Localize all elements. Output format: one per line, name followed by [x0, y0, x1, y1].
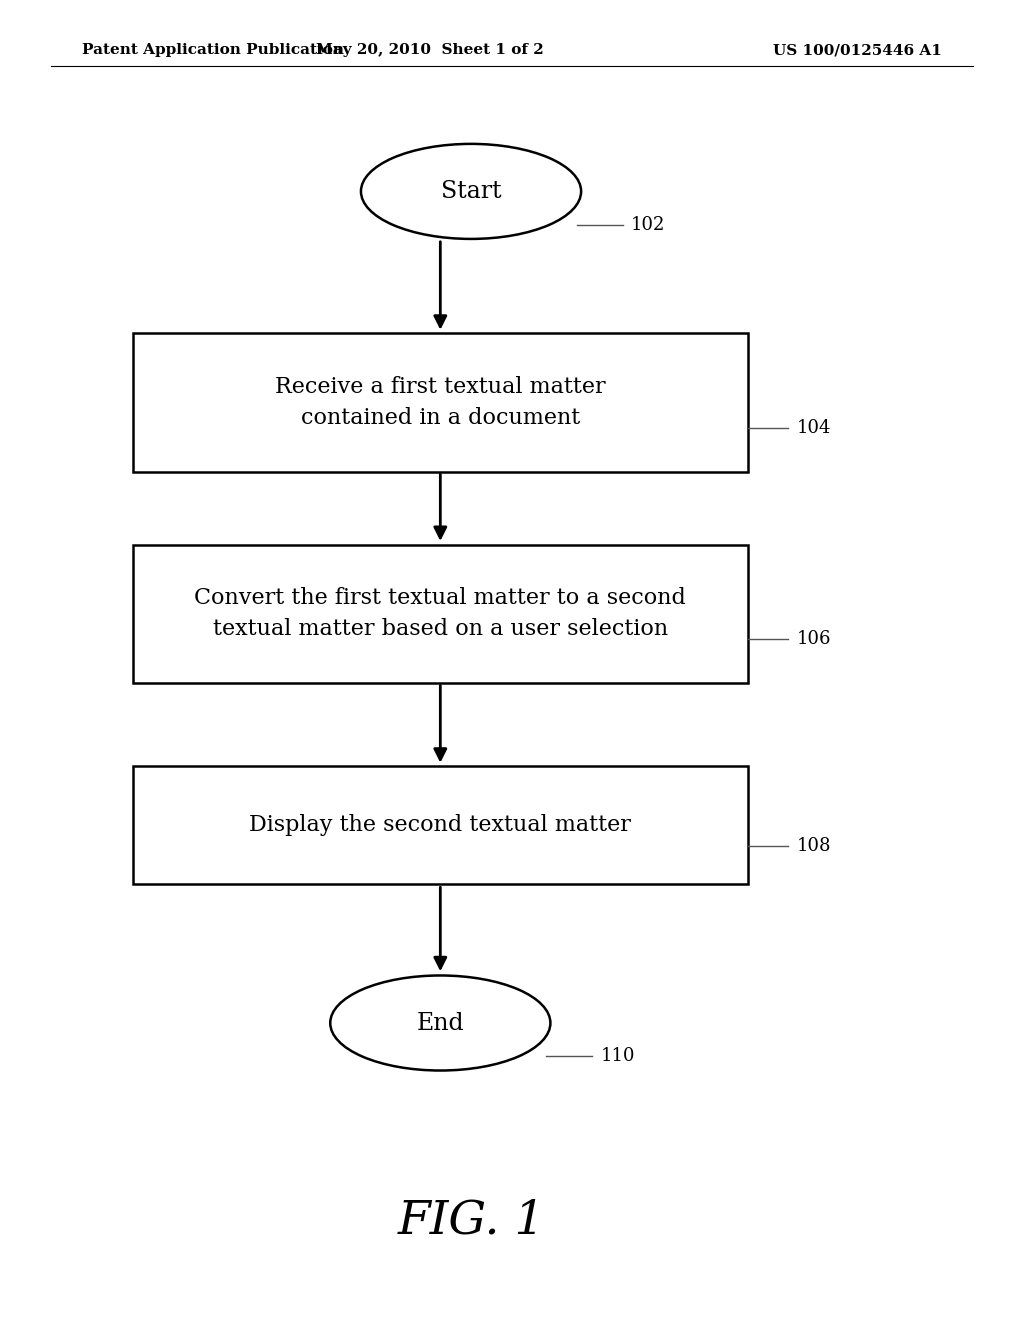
Text: Receive a first textual matter
contained in a document: Receive a first textual matter contained… — [275, 376, 605, 429]
FancyBboxPatch shape — [133, 544, 748, 682]
Ellipse shape — [330, 975, 551, 1071]
FancyBboxPatch shape — [133, 766, 748, 884]
Text: 104: 104 — [797, 418, 831, 437]
Text: End: End — [417, 1011, 464, 1035]
Text: 106: 106 — [797, 630, 831, 648]
Ellipse shape — [361, 144, 582, 239]
Text: FIG. 1: FIG. 1 — [397, 1199, 545, 1243]
Text: Patent Application Publication: Patent Application Publication — [82, 44, 344, 57]
Text: US 100/0125446 A1: US 100/0125446 A1 — [773, 44, 942, 57]
Text: Display the second textual matter: Display the second textual matter — [250, 814, 631, 836]
Text: 102: 102 — [631, 215, 666, 234]
Text: 110: 110 — [600, 1047, 635, 1065]
Text: May 20, 2010  Sheet 1 of 2: May 20, 2010 Sheet 1 of 2 — [316, 44, 544, 57]
Text: 108: 108 — [797, 837, 831, 855]
Text: Convert the first textual matter to a second
textual matter based on a user sele: Convert the first textual matter to a se… — [195, 587, 686, 640]
FancyBboxPatch shape — [133, 334, 748, 473]
Text: Start: Start — [440, 180, 502, 203]
